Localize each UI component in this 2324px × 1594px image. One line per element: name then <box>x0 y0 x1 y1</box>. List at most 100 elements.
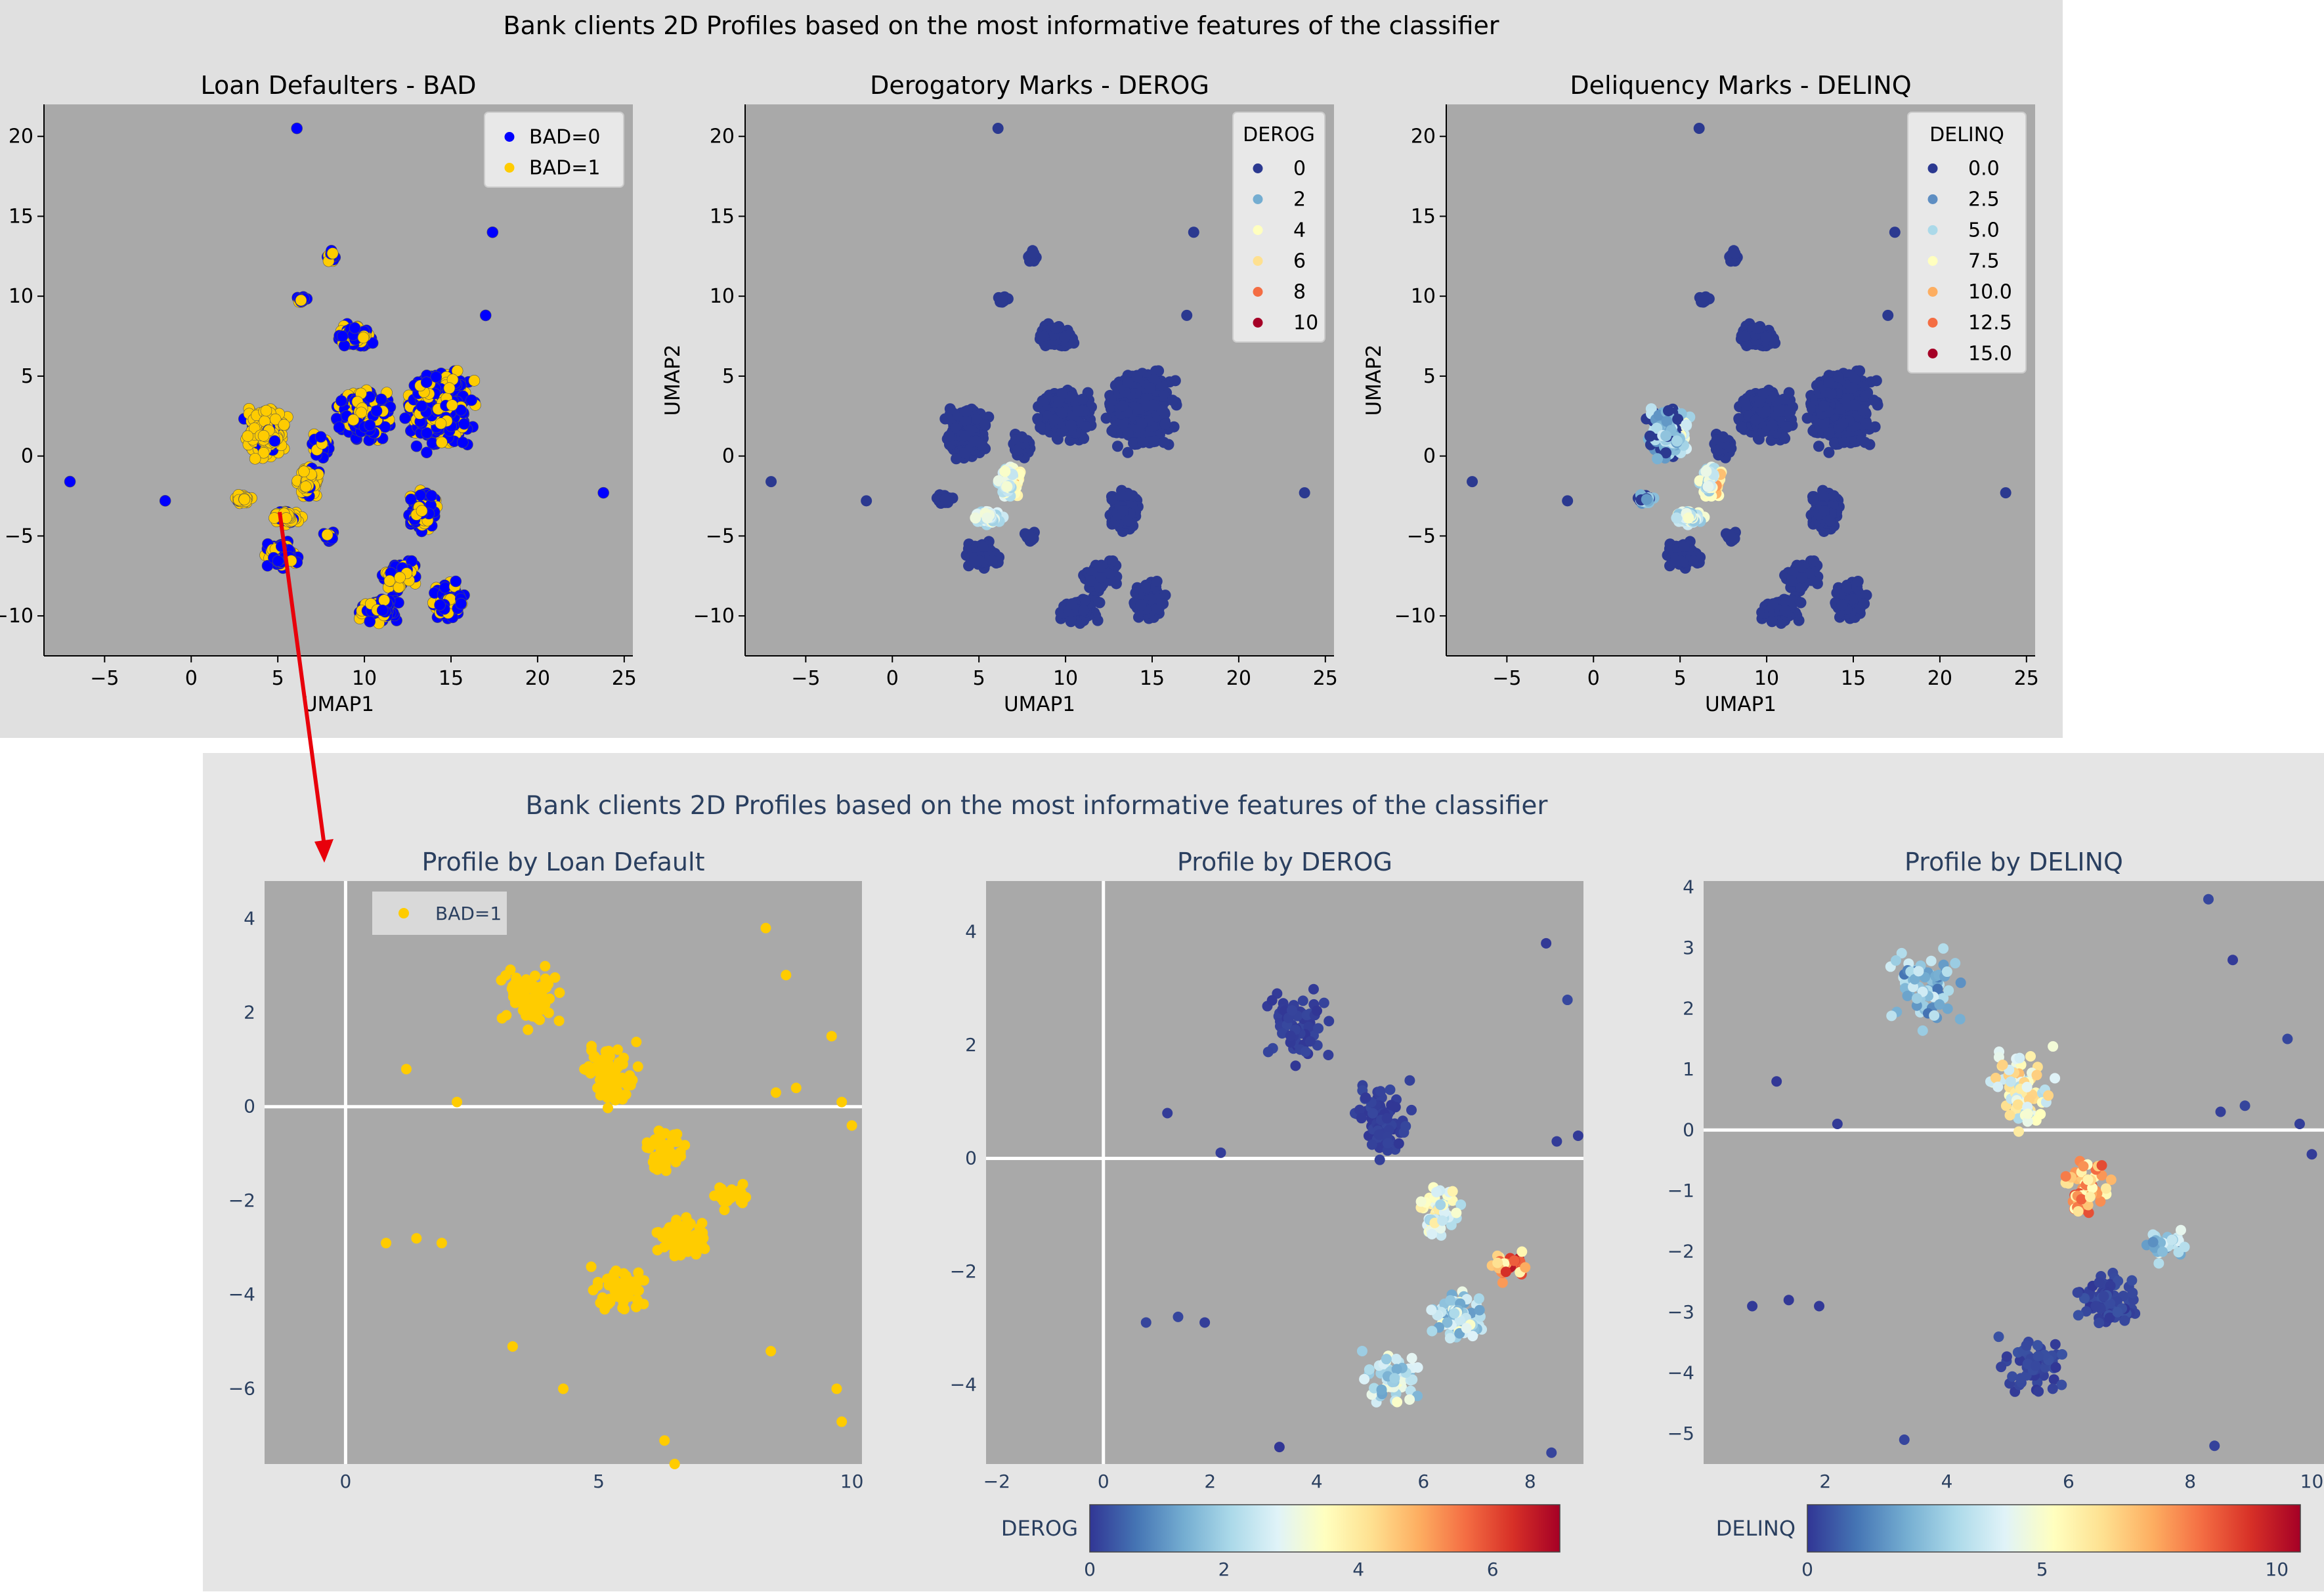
scatter-point <box>1700 466 1711 477</box>
x-tick-label: 10 <box>352 667 377 690</box>
scatter-point <box>64 476 75 487</box>
x-tick-label: 0 <box>185 667 198 690</box>
legend-marker <box>1253 287 1263 297</box>
legend-label: 0 <box>1293 158 1306 181</box>
scatter-point <box>416 400 427 412</box>
scatter-point <box>1136 599 1147 611</box>
scatter-point <box>416 506 427 517</box>
scatter-point <box>1671 435 1683 446</box>
scatter-point <box>1065 420 1077 431</box>
chart-title: Loan Defaulters - BAD <box>200 71 476 100</box>
legend-label: 6 <box>1293 250 1306 273</box>
y-tick-label: −5 <box>706 525 735 548</box>
x-tick-label: 25 <box>612 667 637 690</box>
scatter-point <box>364 420 376 431</box>
scatter-point <box>987 555 998 567</box>
y-tick-label: −5 <box>5 525 33 548</box>
scatter-point <box>295 295 307 306</box>
top-figure-svg: Bank clients 2D Profiles based on the mo… <box>0 0 2063 738</box>
scatter-point <box>1299 487 1310 498</box>
scatter-point <box>334 422 345 433</box>
scatter-point <box>450 576 462 587</box>
legend-marker <box>1253 163 1263 173</box>
scatter-point <box>298 466 309 477</box>
scatter-point <box>1675 555 1686 567</box>
scatter-point <box>371 406 382 417</box>
scatter-point <box>1132 372 1143 383</box>
scatter-point <box>278 420 290 431</box>
scatter-point <box>1681 420 1692 431</box>
scatter-point <box>160 495 171 506</box>
scatter-point <box>1106 494 1117 505</box>
scatter-point <box>421 377 432 388</box>
legend-label: 4 <box>1293 219 1306 242</box>
scatter-point <box>1702 481 1713 492</box>
x-tick-label: −5 <box>791 667 820 690</box>
x-tick-label: 15 <box>1140 667 1165 690</box>
scatter-point <box>1001 481 1012 492</box>
matplotlib-figure: Bank clients 2D Profiles based on the mo… <box>0 0 2063 738</box>
scatter-point <box>1028 248 1039 259</box>
scatter-point <box>1678 541 1689 552</box>
scatter-point <box>861 495 872 506</box>
scatter-point <box>1072 406 1083 417</box>
scatter-point <box>280 513 291 524</box>
scatter-point <box>315 431 326 442</box>
scatter-point <box>457 437 468 448</box>
scatter-point <box>431 372 442 383</box>
y-tick-label: 5 <box>722 365 735 388</box>
chart-title: Deliquency Marks - DELINQ <box>1570 71 1911 100</box>
scatter-point <box>1148 400 1159 411</box>
scatter-point <box>337 331 348 342</box>
scatter-point <box>1122 377 1133 388</box>
legend-label: BAD=1 <box>529 157 600 180</box>
scatter-point <box>1683 513 1694 524</box>
x-tick-label: 20 <box>1226 667 1251 690</box>
scatter-point <box>1059 332 1070 343</box>
scatter-point <box>999 466 1010 477</box>
x-axis-label: UMAP1 <box>1004 693 1075 716</box>
scatter-point <box>1085 575 1096 586</box>
scatter-point <box>426 490 437 502</box>
scatter-point <box>1037 395 1048 406</box>
legend-label: 10 <box>1293 312 1318 335</box>
scatter-point <box>1122 447 1133 458</box>
y-tick-label: 20 <box>9 125 33 148</box>
x-axis-label: UMAP1 <box>303 693 374 716</box>
scatter-point <box>286 555 297 567</box>
scatter-point <box>377 605 388 616</box>
scatter-point <box>276 541 287 552</box>
scatter-point <box>339 340 350 351</box>
scatter-point <box>1065 616 1077 627</box>
legend-marker <box>505 163 515 173</box>
x-tick-label: 5 <box>973 667 985 690</box>
scatter-point <box>1038 331 1049 342</box>
scatter-point <box>456 598 467 609</box>
scatter-point <box>458 418 469 429</box>
scatter-point <box>435 418 446 429</box>
scatter-point <box>1117 400 1129 412</box>
scatter-point <box>1645 431 1656 442</box>
scatter-point <box>1035 422 1046 433</box>
scatter-point <box>765 476 777 487</box>
x-tick-label: −5 <box>90 667 119 690</box>
scatter-point <box>974 555 985 567</box>
scatter-point <box>951 453 962 464</box>
scatter-point <box>376 394 387 405</box>
scatter-point <box>1188 226 1199 238</box>
scatter-point <box>1050 322 1062 334</box>
scatter-point <box>1140 582 1151 593</box>
legend-label: BAD=0 <box>529 126 600 149</box>
scatter-point <box>435 599 446 611</box>
scatter-point <box>358 332 369 343</box>
scatter-point <box>1023 529 1034 540</box>
scatter-point <box>1078 605 1089 616</box>
scatter-point <box>291 123 303 134</box>
y-tick-label: −10 <box>0 605 33 628</box>
top-figure-title: Bank clients 2D Profiles based on the mo… <box>504 11 1499 40</box>
scatter-point <box>979 420 991 431</box>
scatter-point <box>1652 453 1663 464</box>
legend-box <box>1233 112 1325 342</box>
